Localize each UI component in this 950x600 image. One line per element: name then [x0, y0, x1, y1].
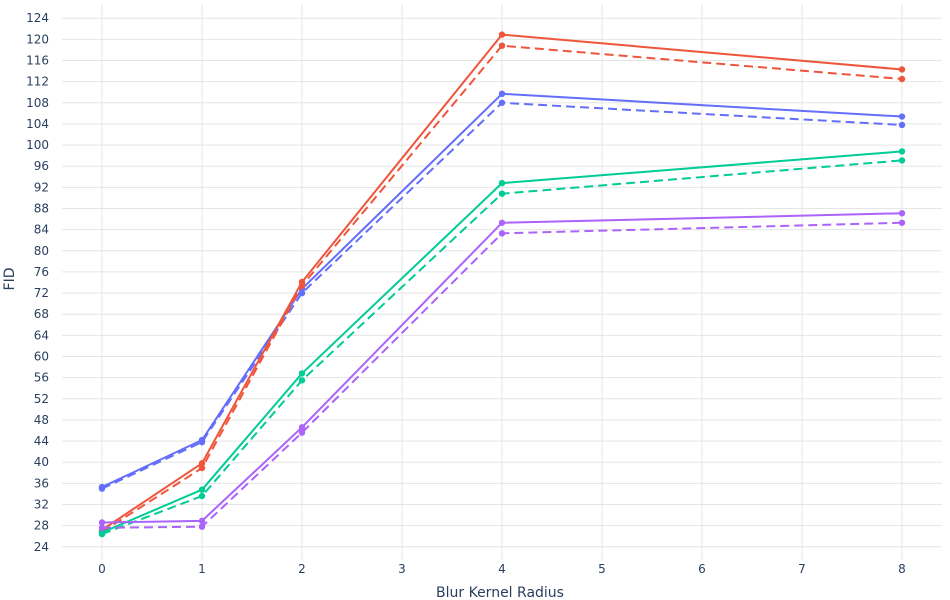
x-tick-label: 1 — [198, 562, 206, 576]
data-point — [898, 148, 906, 155]
x-tick-label: 8 — [898, 562, 906, 576]
y-tick-label: 108 — [26, 96, 49, 110]
y-tick-label: 52 — [34, 392, 49, 406]
y-tick-label: 124 — [26, 11, 49, 25]
data-point — [498, 179, 506, 187]
data-point — [898, 157, 906, 164]
y-tick-label: 36 — [34, 476, 49, 490]
y-tick-label: 104 — [26, 117, 49, 131]
data-point — [198, 460, 206, 467]
x-tick-label: 4 — [498, 562, 506, 576]
y-tick-label: 28 — [34, 519, 49, 533]
y-tick-label: 44 — [34, 434, 49, 448]
y-tick-label: 120 — [26, 32, 49, 46]
data-point — [498, 190, 506, 197]
data-point — [298, 282, 306, 289]
y-tick-label: 80 — [34, 244, 49, 258]
y-tick-label: 84 — [34, 223, 49, 237]
data-point — [98, 519, 106, 526]
data-point — [198, 464, 206, 472]
x-tick-labels: 0 1 2 3 4 5 6 7 8 — [98, 562, 906, 576]
x-tick-label: 7 — [798, 562, 806, 576]
data-point — [898, 66, 906, 73]
data-point — [498, 31, 506, 38]
y-tick-label: 56 — [34, 371, 49, 385]
data-point — [898, 121, 906, 129]
y-tick-label: 68 — [34, 307, 49, 321]
x-tick-label: 5 — [598, 562, 606, 576]
grid — [62, 5, 942, 560]
y-tick-label: 116 — [26, 54, 49, 68]
series-7 — [98, 210, 906, 526]
y-tick-label: 112 — [26, 75, 49, 89]
y-tick-label: 24 — [34, 540, 49, 554]
y-tick-label: 76 — [34, 265, 49, 279]
series-8 — [98, 219, 906, 531]
y-tick-labels: 24 28 32 36 40 44 48 52 56 60 64 68 72 76 80 84 88 92 96 10… — [26, 11, 49, 554]
data-point — [498, 230, 506, 237]
data-point — [198, 438, 206, 446]
x-tick-label: 0 — [98, 562, 106, 576]
data-point — [898, 210, 906, 217]
data-point — [198, 486, 206, 493]
data-point — [98, 530, 106, 538]
x-tick-label: 6 — [698, 562, 706, 576]
data-point — [298, 424, 306, 431]
data-point — [498, 90, 506, 98]
data-point — [498, 219, 506, 226]
data-point — [198, 523, 206, 530]
series-6 — [98, 157, 906, 538]
x-tick-label: 3 — [398, 562, 406, 576]
data-point — [98, 524, 106, 531]
y-tick-label: 88 — [34, 202, 49, 216]
data-point — [98, 485, 106, 492]
x-tick-label: 2 — [298, 562, 306, 576]
y-tick-label: 32 — [34, 498, 49, 512]
data-point — [298, 429, 306, 436]
data-point — [298, 377, 306, 384]
y-tick-label: 72 — [34, 286, 49, 300]
y-tick-label: 60 — [34, 350, 49, 364]
y-tick-label: 64 — [34, 328, 49, 342]
data-point — [898, 75, 906, 83]
y-tick-label: 100 — [26, 138, 49, 152]
y-axis-title: FID — [2, 268, 18, 291]
data-point — [198, 492, 206, 500]
data-point — [298, 289, 306, 297]
series-2 — [98, 99, 906, 492]
y-tick-label: 48 — [34, 413, 49, 427]
y-tick-label: 40 — [34, 455, 49, 469]
data-point — [498, 99, 506, 106]
series-5 — [98, 148, 906, 536]
series-group — [98, 31, 906, 538]
x-axis-title: Blur Kernel Radius — [436, 585, 564, 600]
y-tick-label: 96 — [34, 159, 49, 173]
data-point — [298, 370, 306, 377]
data-point — [198, 517, 206, 525]
y-tick-label: 92 — [34, 180, 49, 194]
data-point — [898, 219, 906, 226]
data-point — [898, 113, 906, 120]
data-point — [498, 42, 506, 49]
series-line — [101, 101, 903, 490]
